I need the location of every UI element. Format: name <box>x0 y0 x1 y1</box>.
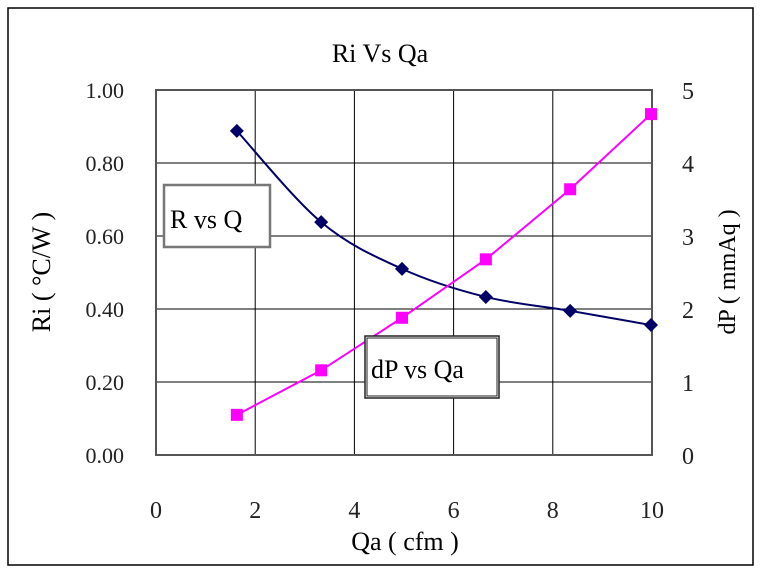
data-point-dp <box>230 408 243 421</box>
legend-label-r: R vs Q <box>170 205 242 234</box>
plot-frame <box>155 89 653 456</box>
tick-labels: 0 2 4 6 8 10 0.00 0.20 0.40 0.60 0.80 1.00 0 1 2 3 4 5 <box>86 78 695 524</box>
legend-dp-vs-qa: dP vs Qa <box>364 335 500 399</box>
y-right-tick-label: 5 <box>682 79 694 105</box>
y-right-tick-label: 2 <box>682 298 694 324</box>
x-tick-label: 6 <box>448 498 460 524</box>
legend-label-dp: dP vs Qa <box>371 355 464 384</box>
data-point-dp <box>645 108 658 121</box>
x-tick-label: 10 <box>640 498 664 524</box>
y-left-tick-label: 0.40 <box>86 297 125 322</box>
series <box>229 108 659 421</box>
x-tick-label: 8 <box>547 498 559 524</box>
x-axis-label: Qa ( cfm ) <box>351 527 459 556</box>
y-left-tick-label: 0.60 <box>86 224 125 249</box>
data-point-r <box>478 289 493 304</box>
data-point-dp <box>479 253 492 266</box>
legend-r-vs-q: R vs Q <box>162 183 272 249</box>
y-left-tick-label: 1.00 <box>86 78 125 103</box>
x-tick-label: 2 <box>249 498 261 524</box>
data-point-r <box>644 318 659 333</box>
data-point-r <box>314 215 329 230</box>
y-right-tick-label: 3 <box>682 225 694 251</box>
y-left-tick-label: 0.80 <box>86 151 125 176</box>
y-right-tick-label: 1 <box>682 371 694 397</box>
y-left-tick-label: 0.20 <box>86 370 125 395</box>
data-point-r <box>229 123 244 138</box>
y-right-axis-label: dP ( mmAq ) <box>715 209 741 334</box>
x-tick-label: 4 <box>348 498 360 524</box>
x-tick-label: 0 <box>150 498 162 524</box>
y-right-tick-label: 0 <box>682 444 694 470</box>
data-point-dp <box>315 364 328 377</box>
chart-title: Ri Vs Qa <box>332 39 429 68</box>
series-line-dp <box>236 113 652 416</box>
data-point-dp <box>564 183 577 196</box>
data-point-dp <box>396 311 409 324</box>
y-left-axis-label: Ri ( °C/W ) <box>27 212 56 332</box>
data-point-r <box>563 303 578 318</box>
chart-border <box>7 7 754 566</box>
y-right-tick-label: 4 <box>682 152 694 178</box>
y-left-tick-label: 0.00 <box>86 443 125 468</box>
data-point-r <box>395 261 410 276</box>
